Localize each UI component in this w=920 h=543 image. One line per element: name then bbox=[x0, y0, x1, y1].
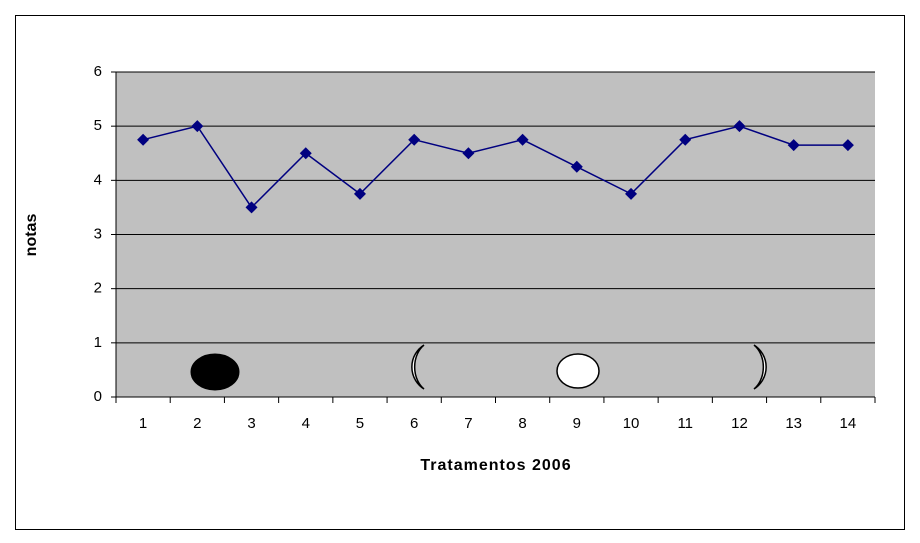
x-tick-label: 2 bbox=[193, 415, 201, 432]
x-tick-label: 12 bbox=[731, 415, 748, 432]
marker bbox=[733, 120, 746, 133]
marker bbox=[679, 133, 692, 146]
full-moon-icon bbox=[556, 353, 600, 389]
x-tick-label: 6 bbox=[410, 415, 418, 432]
marker bbox=[408, 133, 421, 146]
x-tick-label: 14 bbox=[840, 415, 857, 432]
y-tick-label: 2 bbox=[94, 280, 102, 297]
x-tick-label: 13 bbox=[785, 415, 802, 432]
x-axis-title: Tratamentos 2006 bbox=[420, 457, 571, 474]
x-tick-label: 9 bbox=[573, 415, 581, 432]
y-tick-label: 1 bbox=[94, 334, 102, 351]
crescent-icon bbox=[411, 344, 425, 390]
x-tick-label: 8 bbox=[518, 415, 526, 432]
marker bbox=[245, 201, 258, 214]
grid bbox=[116, 71, 875, 398]
marker bbox=[137, 133, 150, 146]
y-tick-label: 4 bbox=[94, 171, 102, 188]
x-tick-label: 11 bbox=[677, 415, 693, 432]
x-tick-label: 7 bbox=[464, 415, 472, 432]
y-tick-label: 0 bbox=[94, 388, 102, 405]
x-tick-label: 5 bbox=[356, 415, 364, 432]
waning-icon bbox=[753, 344, 767, 390]
line bbox=[142, 125, 848, 209]
marker bbox=[841, 139, 854, 152]
marker bbox=[191, 120, 204, 133]
y-tick-label: 3 bbox=[94, 225, 102, 242]
x-tick-label: 4 bbox=[302, 415, 310, 432]
marker bbox=[462, 147, 475, 160]
x-tick-label: 1 bbox=[139, 415, 147, 432]
marker bbox=[516, 133, 529, 146]
marker bbox=[625, 187, 638, 200]
marker bbox=[299, 147, 312, 160]
marker bbox=[353, 187, 366, 200]
y-tick-label: 5 bbox=[94, 117, 102, 134]
x-tick-label: 10 bbox=[623, 415, 640, 432]
new-moon-icon bbox=[190, 353, 240, 391]
marker bbox=[570, 160, 583, 173]
y-tick-label: 6 bbox=[94, 63, 102, 80]
x-tick-label: 3 bbox=[247, 415, 255, 432]
y-axis-title: notas bbox=[23, 214, 40, 257]
marker bbox=[787, 139, 800, 152]
